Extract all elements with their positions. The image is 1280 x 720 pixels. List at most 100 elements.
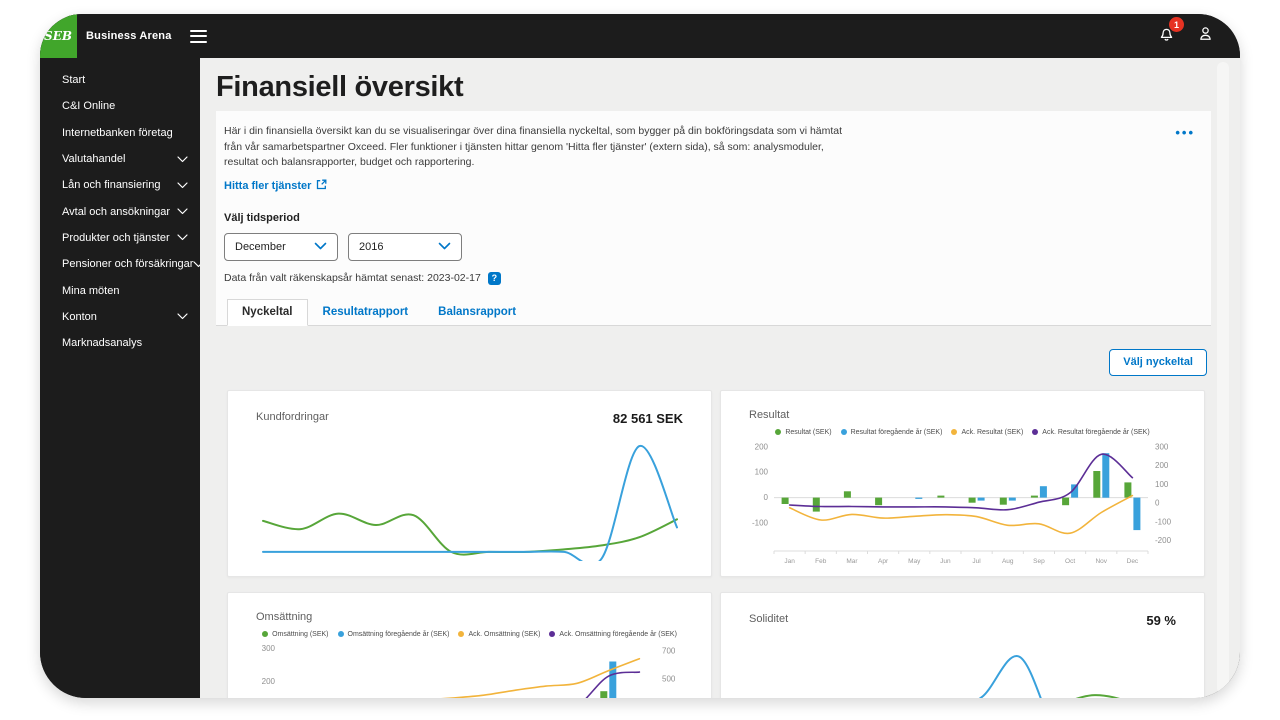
legend-item: Ack. Omsättning (SEK)	[458, 631, 540, 638]
svg-text:100: 100	[754, 467, 768, 476]
chevron-down-icon	[438, 241, 451, 253]
legend-item: Ack. Resultat föregående år (SEK)	[1032, 429, 1150, 436]
svg-text:Jun: Jun	[940, 558, 951, 565]
intro-panel: Här i din finansiella översikt kan du se…	[216, 111, 1211, 326]
period-selects: December 2016	[224, 232, 1199, 261]
sidebar-item-start[interactable]: Start	[40, 67, 200, 93]
sidebar-item-lån-och-finansiering[interactable]: Lån och finansiering	[40, 172, 200, 198]
card-soliditet[interactable]: Soliditet 59 %	[720, 591, 1205, 698]
sidebar-item-internetbanken-företag[interactable]: Internetbanken företag	[40, 120, 200, 146]
svg-text:Sep: Sep	[1033, 558, 1045, 565]
scrollbar[interactable]	[1217, 62, 1229, 694]
chevron-down-icon	[177, 208, 188, 215]
year-select[interactable]: 2016	[348, 232, 462, 261]
app-title: Business Arena	[86, 30, 172, 42]
svg-text:300: 300	[1155, 442, 1169, 451]
month-select[interactable]: December	[224, 232, 338, 261]
period-label: Välj tidsperiod	[224, 211, 300, 224]
sidebar-item-pensioner-och-försäkringar[interactable]: Pensioner och försäkringar	[40, 251, 205, 277]
card-title: Resultat	[749, 408, 790, 421]
legend-dot	[337, 631, 344, 637]
more-options-button[interactable]: •••	[1175, 125, 1195, 140]
sidebar-item-label: Internetbanken företag	[62, 126, 173, 139]
card-title: Soliditet	[749, 612, 789, 625]
sidebar-item-label: Produkter och tjänster	[62, 231, 170, 244]
sidebar-item-label: Lån och finansiering	[62, 179, 161, 192]
sidebar-item-avtal-och-ansökningar[interactable]: Avtal och ansökningar	[40, 198, 200, 224]
seb-logo[interactable]: SEB	[40, 14, 77, 58]
tab-nyckeltal[interactable]: Nyckeltal	[227, 298, 308, 326]
menu-icon[interactable]	[186, 24, 211, 49]
tab-balansrapport[interactable]: Balansrapport	[438, 305, 517, 318]
card-value: 59 %	[1146, 612, 1176, 628]
card-title: Kundfordringar	[256, 410, 329, 423]
card-resultat[interactable]: Resultat Resultat (SEK) Resultat föregåen…	[720, 389, 1205, 577]
chart-legend: Resultat (SEK) Resultat föregående år (SE…	[721, 429, 1204, 436]
svg-text:Feb: Feb	[815, 558, 827, 565]
topbar-actions: 1	[1158, 17, 1240, 47]
sidebar-item-konton[interactable]: Konton	[40, 304, 200, 330]
tab-resultatrapport[interactable]: Resultatrapport	[322, 305, 409, 318]
svg-text:Jul: Jul	[972, 558, 981, 565]
legend-dot	[951, 429, 958, 435]
chevron-down-icon	[177, 182, 188, 189]
sidebar-item-label: C&I Online	[62, 100, 116, 113]
page-description: Här i din finansiella översikt kan du se…	[224, 125, 843, 168]
profile-button[interactable]	[1197, 25, 1214, 47]
data-note-text: Data från valt räkenskapsår hämtat senas…	[224, 272, 481, 284]
tab-bar: Nyckeltal Resultatrapport Balansrapport	[227, 298, 1199, 326]
chevron-down-icon	[177, 155, 188, 163]
person-icon	[1197, 27, 1214, 46]
resultat-chart: Jan Feb Mar Apr May Jun Jul Aug Sep Oct Nov Dec 200 1…	[751, 442, 1171, 565]
sidebar-item-label: Valutahandel	[62, 153, 126, 166]
main-content: Finansiell översikt Här i din finansiell…	[200, 58, 1240, 698]
svg-text:200: 200	[754, 442, 768, 451]
notification-badge: 1	[1169, 17, 1184, 32]
help-icon[interactable]: ?	[487, 271, 501, 285]
legend-item: Omsättning föregående år (SEK)	[337, 631, 449, 638]
sidebar-item-marknadsanalys[interactable]: Marknadsanalys	[40, 330, 200, 356]
sidebar-item-mina-möten[interactable]: Mina möten	[40, 277, 200, 303]
svg-text:Dec: Dec	[1126, 558, 1138, 565]
sidebar-item-produkter-och-tjänster[interactable]: Produkter och tjänster	[40, 225, 200, 251]
svg-text:200: 200	[1155, 461, 1169, 470]
svg-text:Jan: Jan	[784, 558, 795, 565]
year-select-value: 2016	[359, 240, 384, 253]
legend-item: Resultat (SEK)	[775, 429, 832, 436]
select-kpi-button[interactable]: Välj nyckeltal	[1109, 348, 1207, 376]
app-window: SEB Business Arena 1	[40, 14, 1240, 698]
chevron-down-icon	[177, 234, 188, 241]
legend-dot	[840, 429, 847, 435]
data-freshness-note: Data från valt räkenskapsår hämtat senas…	[224, 271, 1199, 285]
sidebar-item-label: Konton	[62, 310, 97, 323]
svg-text:300: 300	[261, 643, 275, 652]
legend-dot	[262, 631, 269, 637]
card-toolbar: Välj nyckeltal	[216, 348, 1207, 376]
chart-legend: Omsättning (SEK) Omsättning föregående år…	[228, 631, 711, 638]
kpi-cards: Kundfordringar 82 561 SEK Resultat Resul…	[227, 389, 1205, 698]
sidebar-item-c-i-online[interactable]: C&I Online	[40, 93, 200, 119]
chevron-down-icon	[314, 241, 327, 253]
legend-dot	[1032, 429, 1039, 435]
notifications-button[interactable]: 1	[1158, 17, 1184, 47]
svg-text:Mar: Mar	[846, 558, 858, 565]
external-services-link[interactable]: Hitta fler tjänster	[224, 179, 327, 193]
external-link-icon	[316, 179, 327, 193]
card-title: Omsättning	[256, 610, 313, 623]
card-omsattning[interactable]: Omsättning Omsättning (SEK) Omsättning fö…	[227, 591, 712, 698]
svg-text:100: 100	[1155, 479, 1169, 488]
sidebar-item-label: Start	[62, 74, 86, 87]
soliditet-chart	[977, 654, 1122, 698]
legend-item: Ack. Omsättning föregående år (SEK)	[549, 631, 677, 638]
svg-text:0: 0	[1155, 498, 1160, 507]
sidebar-item-label: Pensioner och försäkringar	[62, 258, 194, 271]
svg-text:0: 0	[763, 493, 768, 502]
card-kundfordringar[interactable]: Kundfordringar 82 561 SEK	[227, 389, 712, 577]
bell-icon	[1158, 28, 1175, 46]
page-title: Finansiell översikt	[216, 71, 464, 103]
sidebar-item-valutahandel[interactable]: Valutahandel	[40, 146, 200, 172]
sidebar-item-label: Marknadsanalys	[62, 337, 143, 350]
kundfordringar-chart	[262, 444, 678, 561]
month-select-value: December	[235, 240, 286, 253]
